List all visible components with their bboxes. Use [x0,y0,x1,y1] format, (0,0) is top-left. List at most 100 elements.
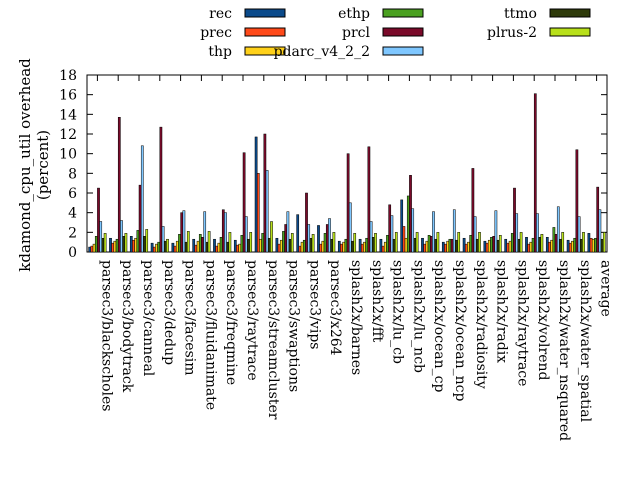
bar-thp-15 [404,237,408,253]
bar-ttmo-0 [101,237,105,253]
bar-pdarc_v4_2_2-3 [161,226,165,253]
bar-prcl-2 [138,184,142,253]
x-tick-label: splash2x/lu_ncb [410,260,426,373]
bar-prcl-19 [492,236,496,253]
bar-rec-9 [275,237,279,253]
bar-plrus-2-6 [228,232,232,253]
bar-thp-8 [259,238,262,253]
bar-ttmo-4 [184,241,188,253]
bar-thp-10 [300,241,304,253]
bar-thp-7 [238,243,242,253]
bar-pdarc_v4_2_2-21 [536,213,539,253]
bar-pdarc_v4_2_2-24 [598,209,602,253]
bar-ttmo-23 [579,238,583,253]
x-tick-label: parsec3/vips [306,260,322,349]
bar-ethp-3 [157,241,161,253]
bar-pdarc_v4_2_2-6 [224,212,227,253]
bar-prcl-1 [117,117,121,253]
bar-rec-13 [358,238,362,253]
bar-pdarc_v4_2_2-2 [140,145,144,253]
bar-prec-1 [111,242,115,253]
x-tick-label: parsec3/streamcluster [265,260,281,420]
legend-label-thp: thp [208,44,232,60]
bar-plrus-2-12 [353,233,357,253]
bar-plrus-2-22 [561,232,565,253]
bar-ttmo-19 [496,239,500,253]
bar-plrus-2-0 [103,233,107,253]
y-tick-label: 8 [68,166,77,182]
bar-rec-22 [545,237,549,253]
x-tick-label: splash2x/barnes [348,260,364,375]
bar-plrus-2-8 [270,221,273,253]
bar-prec-10 [298,245,302,253]
bar-prec-6 [215,245,219,253]
x-tick-label: splash2x/radix [494,260,510,363]
bar-plrus-2-3 [166,238,169,253]
bar-plrus-2-11 [332,232,336,253]
legend-swatch-plrus-2 [549,27,591,37]
bar-pdarc_v4_2_2-0 [99,221,103,253]
bar-plrus-2-13 [374,233,377,253]
bar-ttmo-10 [309,237,313,253]
bar-prec-7 [236,244,239,253]
y-tick-label: 12 [59,127,77,143]
bar-ttmo-13 [371,237,375,253]
y-tick-label: 10 [59,147,77,163]
bar-pdarc_v4_2_2-23 [577,216,581,253]
x-tick-label: splash2x/lu_cb [390,260,406,364]
x-tick-label: splash2x/ocean_ncp [452,260,468,401]
x-tick-label: parsec3/dedup [161,260,177,365]
bar-prec-2 [132,239,135,253]
bar-pdarc_v4_2_2-4 [182,210,186,253]
bar-ethp-15 [406,195,410,253]
bar-prcl-14 [388,204,392,253]
legend-swatch-ethp [382,8,424,18]
bar-prcl-18 [471,168,475,253]
bar-thp-4 [175,240,179,253]
bar-ethp-19 [490,237,493,253]
bar-prec-12 [340,243,343,253]
bar-ethp-1 [115,238,119,253]
bar-thp-2 [134,237,138,253]
legend-swatch-pdarc_v4_2_2 [382,46,424,56]
bar-ethp-21 [531,237,535,253]
bar-thp-20 [508,240,512,253]
bar-plrus-2-19 [498,235,502,253]
bar-ethp-5 [198,234,202,253]
bar-pdarc_v4_2_2-14 [390,215,394,253]
x-tick-label: parsec3/x264 [327,260,343,356]
bar-pdarc_v4_2_2-19 [494,210,498,253]
bar-prec-23 [568,242,572,253]
bar-rec-10 [296,214,300,253]
bar-rec-23 [566,239,570,253]
bar-ttmo-7 [247,238,250,253]
bar-plrus-2-21 [540,234,544,253]
bar-ttmo-20 [517,238,521,253]
x-tick-label: parsec3/bodytrack [119,260,135,393]
bar-pdarc_v4_2_2-11 [328,218,331,253]
bar-pdarc_v4_2_2-1 [120,220,123,253]
bar-thp-13 [363,241,366,253]
bar-ttmo-12 [351,240,354,253]
x-tick-label: splash2x/fft [369,260,385,343]
bar-rec-3 [150,242,154,253]
bar-plrus-2-18 [478,232,481,253]
bar-ethp-13 [365,237,369,253]
bar-rec-5 [192,238,196,253]
bar-ttmo-21 [538,237,542,253]
bar-prcl-6 [221,209,225,253]
bar-ttmo-24 [600,238,604,253]
bar-pdarc_v4_2_2-12 [348,202,352,253]
y-axis-title-line-2: (percent) [34,130,52,200]
bar-pdarc_v4_2_2-10 [307,224,311,253]
bar-thp-18 [467,241,470,253]
bar-prcl-24 [596,186,600,253]
bar-ethp-4 [178,234,181,253]
bar-ttmo-1 [122,236,126,253]
x-tick-label: splash2x/volrend [535,260,551,381]
bar-prcl-11 [325,224,329,253]
bar-ttmo-5 [205,241,209,253]
bar-prec-13 [360,243,364,253]
bar-thp-11 [321,240,325,253]
